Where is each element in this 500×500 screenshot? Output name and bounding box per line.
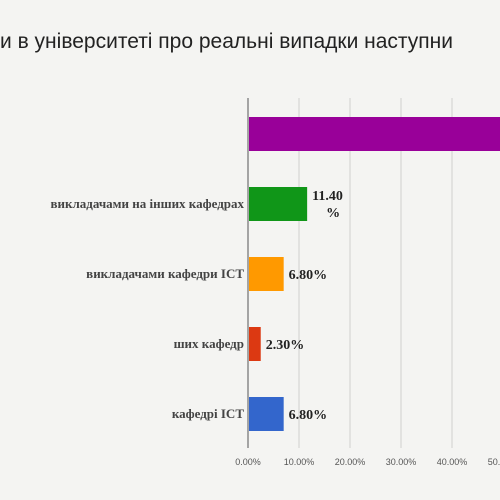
bar <box>249 327 261 361</box>
bar <box>249 397 284 431</box>
x-tick-label: 0.00% <box>235 457 261 467</box>
data-label: 2.30% <box>266 338 305 353</box>
x-tick-label: 40.00% <box>437 457 468 467</box>
bar <box>249 187 308 221</box>
data-label: 6.80% <box>289 408 328 423</box>
chart-title: и в університеті про реальні випадки нас… <box>0 30 453 53</box>
category-label: викладачами кафедри ІСТ <box>86 266 244 281</box>
data-label: 11.40% <box>312 189 343 221</box>
x-tick-label: 20.00% <box>335 457 366 467</box>
x-tick-label: 10.00% <box>284 457 315 467</box>
bar <box>249 117 500 151</box>
category-label: кафедрі ІСТ <box>172 406 245 421</box>
x-tick-label: 30.00% <box>386 457 417 467</box>
bar <box>249 257 284 291</box>
data-label: 6.80% <box>289 268 328 283</box>
category-label: викладачами на інших кафедрах <box>50 196 244 211</box>
category-label: ших кафедр <box>174 336 244 351</box>
x-tick-label: 50.00% <box>488 457 500 467</box>
